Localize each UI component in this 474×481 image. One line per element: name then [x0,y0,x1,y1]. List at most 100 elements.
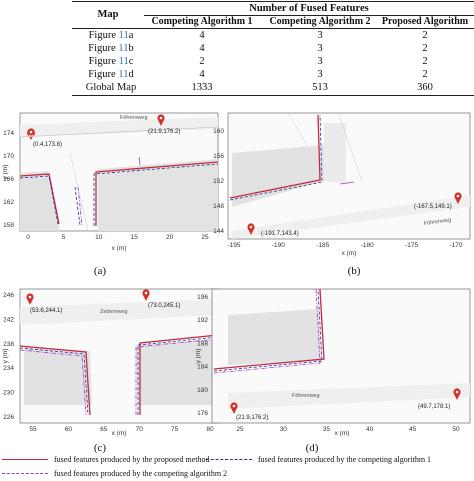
x-tick-label: 25 [236,426,244,433]
building-block [20,171,60,231]
table-bottom-rule [72,95,474,96]
building-block [24,347,92,405]
x-tick-label: 30 [280,426,288,433]
table-cell: 2 [422,43,428,54]
y-tick-label: 156 [213,153,224,160]
panel-b: Föhrenweg (-167.5,149.1) (-191.7,143.4) … [213,103,474,257]
street-label: Föhrenweg [292,393,320,399]
alg2-feature [213,288,321,374]
table-row-label: Global Map [85,82,137,93]
figure-link[interactable]: 11 [118,69,129,80]
street-label: Föhrenweg [120,115,148,121]
table-row: Figure 11a 4 3 2 [0,30,474,43]
alg1-feature [74,186,81,226]
x-tick-label: 15 [131,234,139,241]
road-area [232,195,470,239]
point-annotation: (49.7,178.1) [418,404,450,410]
location-marker-icon [157,114,165,126]
point-annotation: (53.6,244.1) [30,308,62,314]
alg2-feature [77,186,83,226]
x-tick-label: -180 [361,242,374,249]
proposed-feature [213,288,325,370]
alg2-feature [339,181,355,185]
legend-swatch-alg2 [2,473,48,474]
location-marker-icon [26,293,34,305]
y-tick-label: 162 [3,199,14,206]
table-row: Figure 11d 4 3 2 [0,69,474,82]
alg2-feature [135,338,219,415]
alg1-feature [93,163,219,226]
table-cell: 2 [422,69,428,80]
table-cell: 4 [199,43,205,54]
table-cell: 2 [422,56,428,67]
y-tick-label: 192 [197,317,208,324]
table-group-rule [144,15,474,16]
figure-link[interactable]: 11 [118,30,129,41]
point-annotation: (73.0,245.1) [148,303,180,309]
street-label: Föhrenweg [423,217,451,227]
x-tick-label: 20 [166,234,174,241]
table-group-header: Number of Fused Features [249,3,369,14]
x-tick-label: 70 [136,426,144,433]
building-block [228,309,322,365]
location-marker-icon [247,223,255,235]
legend-label-alg2: fused features produced by the competing… [54,469,228,478]
table-row-label: Figure 11c [88,56,134,67]
x-tick-label: 80 [206,426,214,433]
legend-item-alg2: fused features produced by the competing… [2,469,227,478]
y-tick-label: 158 [3,222,14,229]
road-edge [69,152,89,232]
table-col-header-alg1: Competing Algorithm 1 [151,16,253,27]
x-tick-label: 75 [171,426,179,433]
x-tick-label: 50 [452,426,460,433]
road-area [228,383,470,409]
point-annotation: (-191.7,143.4) [261,231,299,237]
location-marker-icon [453,388,461,400]
y-tick-label: 174 [3,130,14,137]
alg1-feature [137,336,219,415]
x-tick-label: 65 [100,426,108,433]
y-tick-label: 180 [197,387,208,394]
alg2-feature [19,349,87,416]
road-area [20,299,218,325]
panel-d: Föhrenweg (21.9,176.2) (49.7,178.1) 25 30… [195,285,474,437]
proposed-feature [95,161,219,226]
x-tick-label: 25 [201,234,209,241]
proposed-feature [229,114,321,199]
alg1-feature [229,114,323,201]
x-tick-label: 5 [62,234,66,241]
road-area [20,117,218,137]
caption-d: (d) [305,442,319,454]
x-tick-label: 40 [366,426,374,433]
street-label: Zedernweg [100,309,128,315]
legend-swatch-proposed [2,459,48,460]
y-tick-label: 166 [3,176,14,183]
table-header-rule [72,28,474,29]
building-block [324,123,346,183]
figure-link[interactable]: 11 [118,43,129,54]
y-tick-label: 184 [197,364,208,371]
x-tick-label: -190 [272,242,285,249]
table-col-header-alg2: Competing Algorithm 2 [269,16,371,27]
table-row: Figure 11c 2 3 2 [0,56,474,69]
table-cell: 360 [417,82,433,93]
panel-c: Zedernweg (53.6,244.1) (73.0,245.1) 55 60… [0,285,222,437]
figure-link[interactable]: 11 [118,56,129,67]
table-row-label: Figure 11a [88,30,134,41]
table-cell: 3 [317,43,323,54]
point-annotation: (0.4,173.8) [33,142,62,148]
x-tick-label: 10 [95,234,103,241]
point-annotation: (21.9,176.2) [148,129,180,135]
road-edge [19,126,219,138]
y-tick-label: 238 [3,341,14,348]
table-cell: 513 [312,82,328,93]
table-cell: 3 [317,69,323,80]
location-marker-icon [27,128,36,140]
y-tick-label: 144 [213,228,224,235]
y-tick-label: 246 [3,292,14,299]
y-axis-label: y (m) [2,349,9,364]
y-tick-label: 148 [213,203,224,210]
table-top-rule [72,1,474,2]
x-tick-label: -185 [316,242,329,249]
y-tick-label: 176 [197,410,208,417]
